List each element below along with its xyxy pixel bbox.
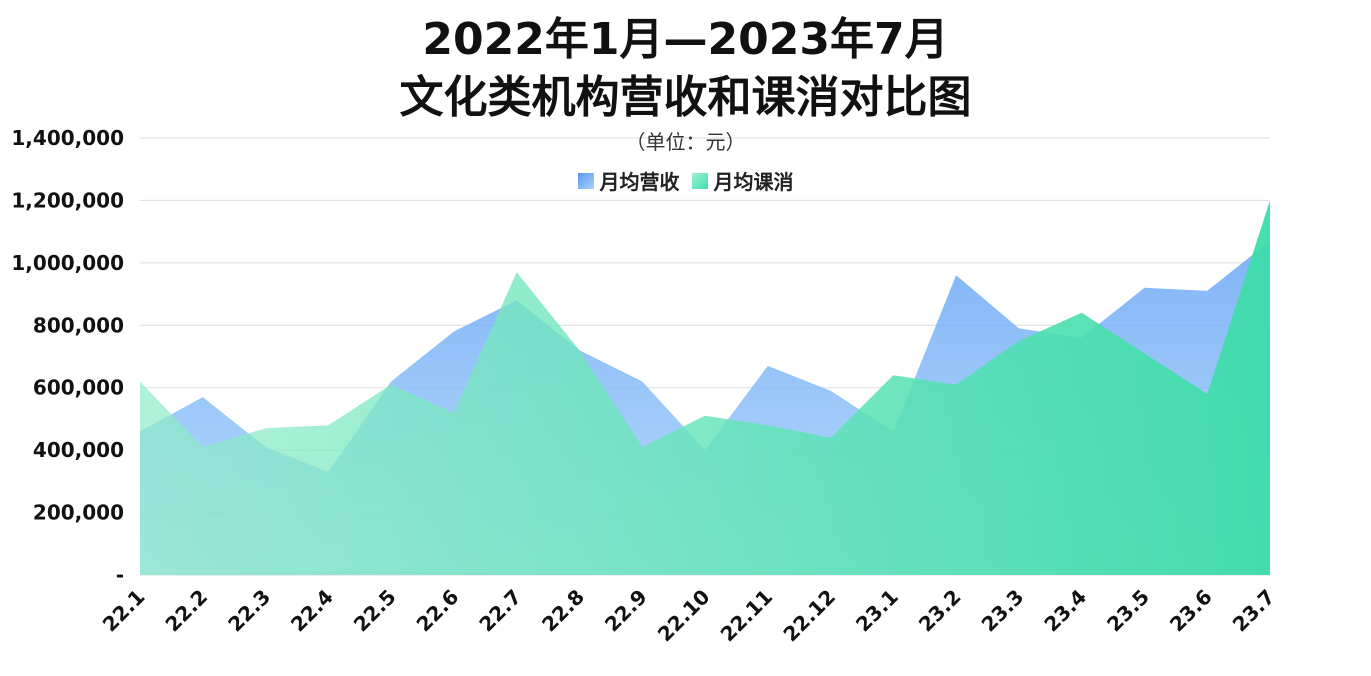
- legend-swatch-revenue: [577, 172, 594, 189]
- legend-label-revenue: 月均营收: [599, 170, 680, 194]
- x-tick-label: 23.1: [851, 585, 903, 637]
- y-axis: - 200,000 400,000 600,000 800,000 1,000,000 1,…: [11, 126, 124, 587]
- y-tick-label: 1,400,000: [11, 126, 124, 150]
- legend-label-consumption: 月均课消: [713, 170, 794, 194]
- y-tick-label: 600,000: [33, 376, 124, 400]
- y-tick-label: 1,200,000: [11, 188, 124, 212]
- x-tick-label: 22.6: [412, 585, 464, 637]
- x-tick-label: 22.3: [223, 585, 275, 637]
- x-tick-label: 23.7: [1228, 585, 1280, 637]
- x-tick-label: 22.7: [474, 585, 526, 637]
- area-series-consumption: [140, 200, 1270, 575]
- y-tick-label: 1,000,000: [11, 251, 124, 275]
- x-tick-label: 23.3: [977, 585, 1029, 637]
- y-tick-label: 400,000: [33, 438, 124, 462]
- x-axis: 22.1 22.2 22.3 22.4 22.5 22.6 22.7 22.8 22.9 22.1…: [98, 585, 1280, 647]
- x-tick-label: 22.1: [98, 585, 150, 637]
- y-tick-label: 800,000: [33, 313, 124, 337]
- x-tick-label: 22.8: [537, 585, 589, 637]
- chart-title-line1: 2022年1月—2023年7月: [422, 14, 949, 65]
- x-tick-label: 22.9: [600, 585, 652, 637]
- x-tick-label: 23.6: [1165, 585, 1217, 637]
- y-tick-label: -: [116, 563, 124, 587]
- x-tick-label: 22.12: [778, 585, 840, 647]
- x-tick-label: 22.2: [160, 585, 212, 637]
- x-tick-label: 22.4: [286, 585, 338, 637]
- y-tick-label: 200,000: [33, 501, 124, 525]
- x-tick-label: 22.10: [653, 585, 715, 647]
- x-tick-label: 23.2: [914, 585, 966, 637]
- legend-swatch-consumption: [691, 172, 708, 189]
- x-tick-label: 23.5: [1102, 585, 1154, 637]
- x-tick-label: 22.11: [716, 585, 778, 647]
- plot-area: [140, 200, 1270, 575]
- chart-title-line2: 文化类机构营收和课消对比图: [399, 72, 972, 123]
- x-tick-label: 23.4: [1039, 585, 1091, 637]
- chart-unit-subtitle: （单位：元）: [625, 130, 746, 154]
- legend-item-revenue[interactable]: 月均营收: [577, 166, 680, 195]
- x-tick-label: 22.5: [349, 585, 401, 637]
- legend: 月均营收 月均课消: [0, 166, 1371, 195]
- legend-item-consumption[interactable]: 月均课消: [691, 166, 794, 195]
